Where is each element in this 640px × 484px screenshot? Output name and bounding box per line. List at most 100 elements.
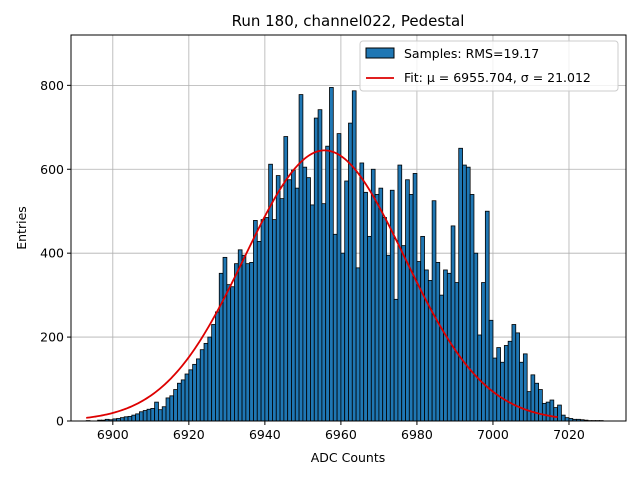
histogram-bar bbox=[535, 383, 539, 421]
histogram-bar bbox=[504, 345, 508, 421]
histogram-bar bbox=[166, 398, 170, 421]
histogram-bar bbox=[261, 220, 265, 421]
histogram-bar bbox=[341, 253, 345, 421]
histogram-bar bbox=[303, 167, 307, 421]
histogram-bar bbox=[238, 250, 242, 421]
histogram-bar bbox=[349, 123, 353, 421]
histogram-bar bbox=[550, 400, 554, 421]
histogram-bar bbox=[463, 165, 467, 421]
histogram-bar bbox=[368, 236, 372, 421]
y-tick-label: 400 bbox=[40, 246, 64, 261]
histogram-bar bbox=[493, 358, 497, 421]
histogram-bar bbox=[128, 416, 132, 421]
histogram-bar bbox=[196, 359, 200, 421]
histogram-bar bbox=[219, 273, 223, 421]
histogram-bar bbox=[193, 364, 197, 421]
histogram-bar bbox=[257, 241, 261, 421]
histogram-bar bbox=[356, 268, 360, 421]
histogram-bar bbox=[554, 408, 558, 421]
x-tick-label: 6920 bbox=[173, 427, 205, 442]
histogram-bar bbox=[432, 201, 436, 421]
histogram-bar bbox=[402, 246, 406, 421]
histogram-bar bbox=[231, 287, 235, 421]
x-tick-label: 7000 bbox=[477, 427, 509, 442]
legend-label-samples: Samples: RMS=19.17 bbox=[404, 46, 539, 61]
histogram-bar bbox=[428, 280, 432, 421]
histogram-bar bbox=[379, 188, 383, 421]
histogram-bar bbox=[394, 299, 398, 421]
legend-swatch-samples bbox=[366, 48, 394, 58]
histogram-bar bbox=[371, 169, 375, 421]
histogram-bar bbox=[200, 350, 204, 421]
histogram-bar bbox=[542, 403, 546, 421]
x-tick-label: 6900 bbox=[97, 427, 129, 442]
histogram-bar bbox=[322, 204, 326, 421]
histogram-bar bbox=[280, 199, 284, 421]
histogram-bar bbox=[520, 362, 524, 421]
y-tick-label: 0 bbox=[56, 414, 64, 429]
histogram-bar bbox=[375, 194, 379, 421]
histogram-bar bbox=[272, 220, 276, 421]
histogram-bar bbox=[485, 211, 489, 421]
histogram-bar bbox=[451, 226, 455, 421]
histogram-bar bbox=[314, 118, 318, 421]
histogram-bar bbox=[265, 218, 269, 421]
histogram-bar bbox=[546, 402, 550, 421]
histogram-bar bbox=[425, 270, 429, 421]
histogram-bar bbox=[132, 415, 136, 421]
histogram-bar bbox=[174, 390, 178, 421]
histogram-bar bbox=[387, 255, 391, 421]
histogram-bar bbox=[558, 405, 562, 421]
y-tick-label: 800 bbox=[40, 78, 64, 93]
histogram-bar bbox=[234, 264, 238, 421]
histogram-bar bbox=[158, 410, 162, 421]
histogram-bar bbox=[250, 262, 254, 421]
x-tick-label: 6980 bbox=[401, 427, 433, 442]
histogram-bar bbox=[406, 180, 410, 421]
chart-title: Run 180, channel022, Pedestal bbox=[232, 12, 465, 30]
histogram-bar bbox=[215, 312, 219, 421]
histogram-bar bbox=[307, 178, 311, 421]
histogram-bar bbox=[565, 418, 569, 421]
histogram-bar bbox=[337, 134, 341, 421]
histogram-bar bbox=[318, 110, 322, 421]
histogram-bar bbox=[326, 146, 330, 421]
histogram-bar bbox=[512, 325, 516, 422]
histogram-bar bbox=[189, 370, 193, 421]
histogram-bar bbox=[436, 262, 440, 421]
histogram-bar bbox=[177, 383, 181, 421]
y-axis-label: Entries bbox=[14, 206, 29, 250]
histogram-bar bbox=[208, 337, 212, 421]
histogram-bar bbox=[291, 170, 295, 421]
legend: Samples: RMS=19.17 Fit: μ = 6955.704, σ … bbox=[360, 41, 618, 91]
histogram-bar bbox=[501, 362, 505, 421]
histogram-bar bbox=[185, 374, 189, 421]
histogram-bar bbox=[329, 87, 333, 421]
histogram-bar bbox=[474, 253, 478, 421]
histogram-bar bbox=[139, 412, 143, 421]
histogram-bar bbox=[539, 390, 543, 421]
histogram-bar bbox=[333, 234, 337, 421]
histogram-bar bbox=[151, 408, 155, 421]
histogram-bar bbox=[246, 264, 250, 421]
histogram-bar bbox=[242, 255, 246, 421]
histogram-bar bbox=[162, 407, 166, 421]
histogram-bar bbox=[470, 194, 474, 421]
x-tick-label: 7020 bbox=[553, 427, 585, 442]
histogram-bar bbox=[489, 320, 493, 421]
histogram-bar bbox=[447, 273, 451, 421]
histogram-bar bbox=[345, 181, 349, 421]
histogram-bar bbox=[398, 165, 402, 421]
x-axis-label: ADC Counts bbox=[311, 450, 386, 465]
histogram-bar bbox=[383, 218, 387, 421]
histogram-bar bbox=[143, 411, 147, 421]
histogram-bar bbox=[310, 205, 314, 421]
histogram-bar bbox=[561, 415, 565, 421]
histogram-bars bbox=[86, 87, 603, 421]
y-tick-label: 600 bbox=[40, 162, 64, 177]
histogram-bar bbox=[459, 148, 463, 421]
histogram-bar bbox=[223, 257, 227, 421]
histogram-bar bbox=[288, 180, 292, 421]
histogram-bar bbox=[440, 295, 444, 421]
